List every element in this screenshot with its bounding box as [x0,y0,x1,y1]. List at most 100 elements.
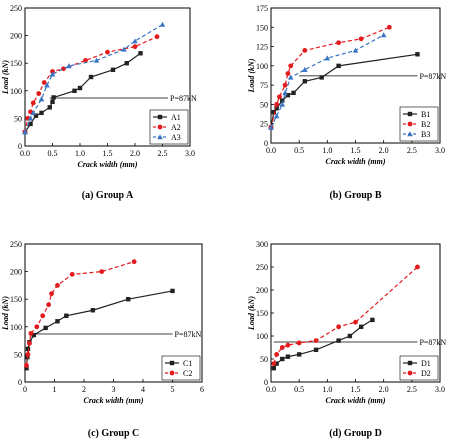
data-point-a3 [66,63,72,69]
legend-label-b1: B1 [421,110,430,119]
legend-marker-b1 [407,111,413,117]
x-tick-label: 0.5 [294,146,304,155]
series-line-a1 [24,52,141,133]
series-line-b2 [270,26,390,128]
data-point-c1 [31,332,37,338]
y-tick-label: 25 [260,120,268,129]
y-tick-label: 200 [10,32,22,41]
data-point-d2 [274,352,280,357]
reference-label: P=87kN [419,72,446,81]
data-point-d2 [313,338,319,343]
data-point-d1 [285,354,291,359]
y-tick-label: 200 [256,286,268,295]
data-point-b2 [336,40,341,46]
data-point-d2 [296,340,302,346]
reference-label: P=87kN [170,94,197,103]
data-point-c1 [126,297,131,302]
x-tick-label: 2.0 [130,149,140,158]
y-tick-label: 50 [260,100,268,109]
legend-label-d1: D1 [421,359,431,368]
data-point-b1 [415,52,420,57]
data-point-d1 [313,347,319,352]
legend-box [399,106,439,142]
data-point-c1 [64,313,69,318]
data-point-a2 [154,34,160,40]
y-tick-label: 150 [256,23,268,32]
x-tick-label: 0.5 [294,385,304,394]
y-tick-label: 50 [14,350,22,359]
data-point-c2 [27,340,32,346]
data-point-a1 [39,110,44,116]
x-tick-label: 0 [23,385,27,394]
data-point-d1 [336,338,341,343]
data-point-b3 [380,32,387,38]
data-point-b3 [268,124,274,130]
y-tick-label: 0 [264,139,268,148]
x-tick-label: 1.0 [322,385,332,394]
panel-d: 0.0 0.5 1.0 1.5 2.0 2.5 3.0 0 50 100 150 200 250 300 C… [247,240,446,439]
y-axis-title: Load (kN) [247,58,256,93]
data-point-b2 [288,63,294,69]
data-point-d1 [271,366,277,371]
y-tick-label: 100 [10,323,22,332]
data-point-d1 [358,324,364,329]
y-tick-label: 100 [10,87,22,96]
data-point-a1 [28,121,33,127]
legend-marker-c1 [169,360,175,366]
data-point-c1 [55,319,60,324]
x-tick-label: 6 [200,385,204,394]
data-point-a3 [22,129,28,135]
y-tick-label: 100 [256,62,268,71]
y-tick-label: 200 [10,268,22,277]
legend-label-b2: B2 [421,120,430,129]
legend-label-a2: A2 [171,123,181,132]
x-axis-title: Crack width (mm) [325,157,385,166]
data-point-b3 [287,74,294,80]
data-point-a2 [105,49,110,55]
x-axis-title: Crack width (mm) [77,160,137,169]
panel-caption: (b) Group B [329,190,381,201]
data-point-d2 [271,361,277,366]
legend-label-c2: C2 [183,369,192,378]
panel-caption: (c) Group C [88,428,139,439]
data-point-b3 [279,101,286,107]
x-tick-label: 3.0 [435,146,445,155]
data-point-a2 [30,100,36,106]
series-line-b3 [270,34,384,128]
legend-label-d2: D2 [421,369,431,378]
y-tick-label: 0 [264,378,268,387]
y-tick-label: 150 [10,295,22,304]
x-tick-label: 2 [82,385,86,394]
y-tick-label: 50 [260,355,268,364]
x-tick-label: 2.5 [407,146,417,155]
x-tick-label: 2.0 [379,385,389,394]
data-point-a1 [88,74,94,80]
data-point-b3 [282,90,288,96]
data-point-a1 [110,67,116,73]
data-point-a3 [93,57,100,63]
data-point-b1 [271,109,277,115]
data-point-a1 [138,51,143,56]
data-point-d2 [285,342,291,348]
data-point-b3 [273,113,280,119]
panel-c: 0 1 2 3 4 5 6 0 50 100 150 200 250 Crack width (mm) Lo… [1,240,204,439]
data-point-d2 [353,319,358,325]
series-line-d1 [273,319,373,369]
data-point-b2 [274,102,280,107]
panel-b: 0.0 0.5 1.0 1.5 2.0 2.5 3.0 0 25 50 75 100 125 150 175… [247,4,446,201]
data-point-c2 [99,269,105,274]
data-point-a3 [49,71,56,77]
x-tick-label: 1 [53,385,57,394]
data-point-b1 [291,90,296,96]
data-point-c1 [170,288,175,294]
legend-marker-c2 [169,370,175,376]
x-tick-label: 1.0 [322,146,332,155]
x-tick-label: 1.0 [75,149,85,158]
y-tick-label: 125 [256,43,268,52]
data-point-a3 [27,115,34,121]
data-point-a1 [124,61,129,66]
data-point-b2 [277,94,282,100]
data-point-d1 [347,333,353,339]
legend-marker-d2 [407,370,413,376]
